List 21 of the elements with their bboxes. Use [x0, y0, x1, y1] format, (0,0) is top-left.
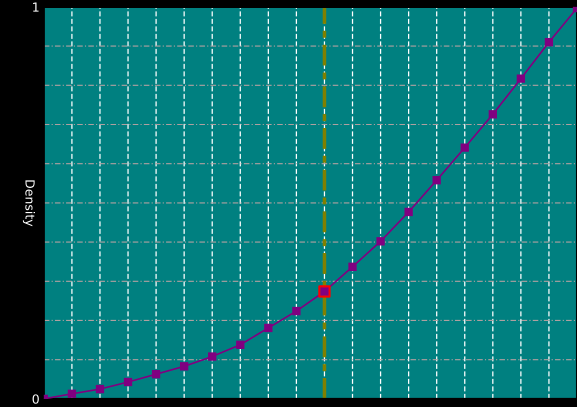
point — [152, 370, 160, 378]
y-axis-title: Density — [22, 180, 36, 226]
line-series — [44, 6, 577, 399]
point — [292, 306, 301, 316]
y-tick-label: 1 — [33, 2, 39, 12]
point — [488, 110, 497, 118]
point — [96, 384, 104, 394]
point — [544, 38, 554, 46]
point — [124, 378, 132, 386]
point — [180, 362, 188, 370]
point — [68, 390, 76, 398]
point — [460, 143, 469, 152]
point — [264, 324, 272, 332]
point — [432, 176, 441, 184]
point — [376, 237, 385, 246]
point — [404, 208, 413, 216]
y-tick-label: 0 — [32, 394, 39, 404]
point — [348, 262, 357, 271]
point — [516, 74, 526, 83]
point — [208, 352, 216, 361]
point — [236, 340, 244, 349]
